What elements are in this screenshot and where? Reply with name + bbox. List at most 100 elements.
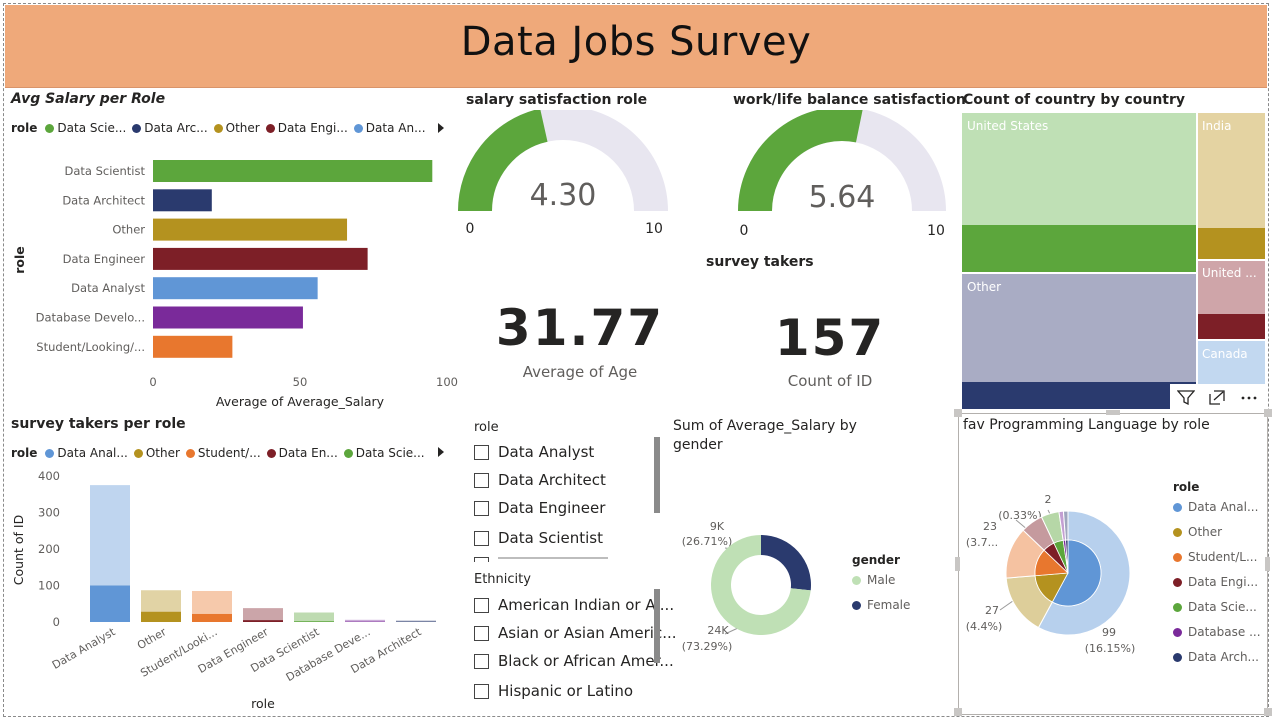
legend-item[interactable]: Data Scie... <box>343 446 425 460</box>
bar <box>153 277 318 300</box>
visual-header-toolbar <box>1170 384 1265 409</box>
avg-salary-chart[interactable]: Data Scientist Data Architect Other Data En… <box>10 150 460 412</box>
checkbox[interactable] <box>474 597 489 613</box>
legend-item[interactable]: Student/L... <box>1173 550 1257 564</box>
salary-gauge-max: 10 <box>645 221 663 237</box>
ethnicity-slicer-item[interactable]: Hispanic or Latino <box>474 682 633 700</box>
gender-donut[interactable]: 9K (26.71%) 24K (73.29%) <box>670 510 850 660</box>
slicer-item-label: Data Architect <box>498 471 606 489</box>
wlb-gauge-min: 0 <box>740 223 749 239</box>
filter-icon[interactable] <box>1176 389 1195 405</box>
role-slicer-item[interactable]: Data Engineer <box>474 499 605 517</box>
legend-label: Data Scie... <box>355 446 425 460</box>
callout-line <box>724 627 739 635</box>
resize-handle[interactable] <box>955 557 960 571</box>
bar-total <box>294 612 334 622</box>
slicer-item-label: Data Engineer <box>498 499 606 517</box>
legend-next-arrow[interactable] <box>438 123 444 133</box>
resize-handle[interactable] <box>1106 410 1120 415</box>
treemap-other-label: Other <box>967 280 1002 294</box>
treemap-india[interactable] <box>1198 228 1265 259</box>
resize-handle[interactable] <box>1265 557 1270 571</box>
ethnicity-slicer-item[interactable]: Asian or Asian Americ... <box>474 624 677 642</box>
legend-swatch <box>1173 502 1182 512</box>
role-slicer-scrollbar[interactable] <box>654 437 660 513</box>
resize-handle[interactable] <box>1264 708 1272 716</box>
legend-item[interactable]: Data Scie... <box>45 121 126 135</box>
treemap-uk-highlight[interactable] <box>1198 261 1265 314</box>
prog-lang-pie[interactable]: 2 (0.33%) 23 (3.7... 27 (4.4%) 99 (16.15… <box>958 478 1170 668</box>
slicer-item-label: American Indian or Al... <box>498 596 675 614</box>
treemap-india-highlight[interactable] <box>1198 113 1265 228</box>
legend-item[interactable]: Other <box>1173 525 1222 539</box>
resize-handle[interactable] <box>954 708 962 716</box>
legend-label: Other <box>1188 525 1223 539</box>
checkbox[interactable] <box>474 500 489 516</box>
legend-item[interactable]: Data En... <box>266 446 338 460</box>
treemap-us-highlight[interactable] <box>962 113 1196 225</box>
legend-swatch <box>1173 652 1182 662</box>
category-label: Database Deve... <box>284 625 373 684</box>
ethnicity-slicer-title: Ethnicity <box>474 572 531 587</box>
slicer-item-label: Hispanic or Latino <box>498 682 634 700</box>
legend-item[interactable]: Data Anal... <box>45 446 128 460</box>
role-slicer-item[interactable]: Data Architect <box>474 471 606 489</box>
treemap-other-highlight[interactable] <box>962 274 1196 382</box>
checkbox[interactable] <box>474 653 489 669</box>
slicer-item-label: Data Scientist <box>498 529 603 547</box>
category-label: Data Architect <box>62 193 145 207</box>
wlb-gauge[interactable]: 5.64 0 10 <box>731 110 956 240</box>
pie-label-pct: (16.15%) <box>1085 642 1136 655</box>
more-options-icon[interactable] <box>1240 389 1258 405</box>
legend-item[interactable]: Data Arc... <box>132 121 208 135</box>
legend-swatch <box>132 123 142 133</box>
legend-item[interactable]: Other <box>133 446 180 460</box>
ethnicity-slicer-scrollbar[interactable] <box>654 589 660 663</box>
wlb-gauge-value: 5.64 <box>809 180 876 215</box>
donut-slice <box>711 535 811 635</box>
legend-item[interactable]: Other <box>213 121 260 135</box>
legend-item[interactable]: Data Anal... <box>1173 500 1258 514</box>
legend-swatch <box>265 123 275 133</box>
dashboard-frame <box>3 3 1269 717</box>
legend-label: Data Anal... <box>57 446 128 460</box>
focus-mode-icon[interactable] <box>1208 389 1226 405</box>
resize-handle[interactable] <box>954 409 962 417</box>
category-label: Data Analyst <box>50 625 118 672</box>
ethnicity-slicer-item[interactable]: Black or African Amer... <box>474 652 674 670</box>
treemap-other[interactable] <box>962 382 1196 409</box>
legend-item[interactable]: Data Arch... <box>1173 650 1259 664</box>
resize-handle[interactable] <box>1264 409 1272 417</box>
legend-item[interactable]: Database ... <box>1173 625 1261 639</box>
x-axis-label: Average of Average_Salary <box>216 394 385 409</box>
bar <box>153 218 348 241</box>
treemap-us[interactable] <box>962 225 1196 272</box>
checkbox[interactable] <box>474 530 489 546</box>
legend-item[interactable]: Data Scie... <box>1173 600 1257 614</box>
checkbox[interactable] <box>474 444 489 460</box>
legend-item[interactable]: Male <box>852 573 895 587</box>
treemap-uk[interactable] <box>1198 314 1265 339</box>
legend-item[interactable]: Data Engi... <box>265 121 348 135</box>
legend-item[interactable]: Student/... <box>185 446 261 460</box>
legend-item[interactable]: Female <box>852 598 910 612</box>
legend-label: Other <box>225 121 260 135</box>
checkbox[interactable] <box>474 683 489 699</box>
avg-salary-legend[interactable]: role Data Scie... Data Arc... Other Data En… <box>11 121 426 135</box>
ethnicity-slicer-item[interactable]: American Indian or Al... <box>474 596 674 614</box>
gender-legend-title: gender <box>852 553 900 567</box>
y-tick-label: 100 <box>38 579 60 593</box>
legend-label: Data Arc... <box>144 121 208 135</box>
legend-next-arrow[interactable] <box>438 447 444 457</box>
legend-item[interactable]: Data An... <box>353 121 426 135</box>
role-slicer-item[interactable]: Data Scientist <box>474 529 603 547</box>
per-role-legend[interactable]: role Data Anal... Other Student/... Data En… <box>11 446 425 460</box>
legend-item[interactable]: Data Engi... <box>1173 575 1258 589</box>
salary-gauge[interactable]: 4.30 0 10 <box>458 110 678 240</box>
checkbox[interactable] <box>474 472 489 488</box>
country-treemap[interactable]: United States Other India United ... Can… <box>962 113 1265 409</box>
checkbox[interactable] <box>474 625 489 641</box>
role-slicer-item[interactable]: Data Analyst <box>474 443 594 461</box>
legend-label: Data An... <box>365 121 426 135</box>
